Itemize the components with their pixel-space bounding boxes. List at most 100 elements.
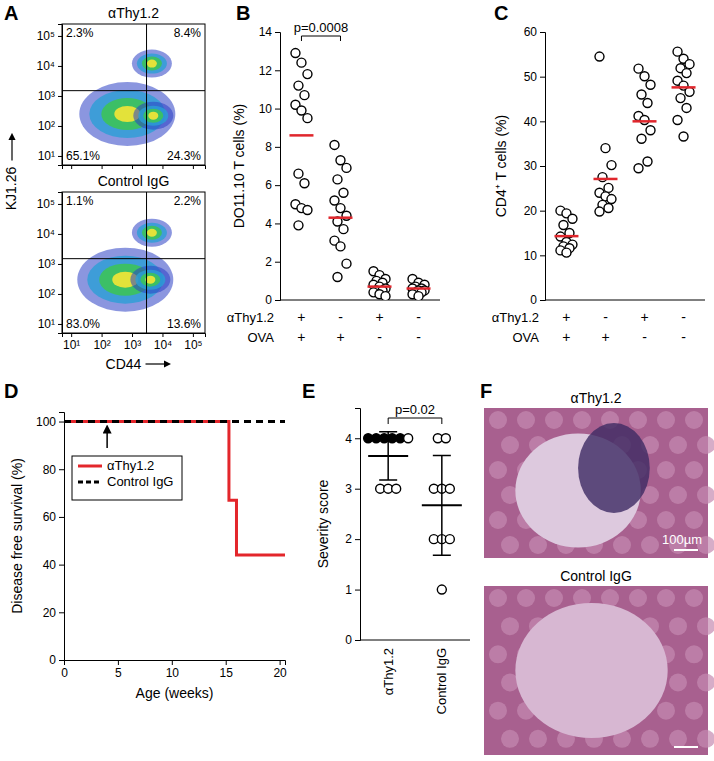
panel-label: E [302, 380, 315, 402]
tick-label: 20 [273, 666, 287, 680]
gate [146, 192, 147, 333]
tick: 60 [43, 510, 64, 524]
acinus [697, 436, 714, 454]
population-density [87, 256, 163, 304]
population-density [135, 270, 165, 290]
tick-mark [275, 262, 280, 263]
tick: 40 [524, 115, 545, 129]
tick-label: 10⁴ [154, 338, 173, 352]
infiltrate [578, 423, 650, 513]
tick: 0 [265, 293, 280, 307]
plot-title: αThy1.2 [108, 5, 159, 21]
tick-mark [540, 300, 545, 301]
x-axis: 05101520 [61, 660, 287, 680]
tick-label: 10 [524, 249, 538, 263]
point [333, 175, 342, 184]
image-title: Control IgG [560, 568, 632, 584]
panel-label: A [4, 2, 18, 24]
tick [71, 165, 72, 169]
tick-mark [59, 517, 64, 518]
tick [102, 165, 103, 169]
point [598, 173, 607, 182]
row-value: - [681, 309, 686, 325]
point [300, 179, 309, 188]
row-value: - [642, 329, 647, 345]
point [601, 144, 610, 153]
gate [146, 24, 147, 165]
tick-mark [59, 565, 64, 566]
acinus [685, 511, 703, 529]
tick: 2 [345, 532, 360, 546]
histology-image: 100µm [484, 408, 714, 558]
tick-label: 100 [36, 415, 56, 429]
row-value: + [297, 329, 305, 345]
tick-label: 20 [524, 204, 538, 218]
acinus [613, 536, 631, 554]
population-density [132, 50, 172, 78]
row-value: - [416, 309, 421, 325]
tick-mark [59, 612, 64, 613]
y-axis: 020406080100 [36, 413, 65, 668]
axis-line [65, 661, 286, 666]
survival-line [64, 420, 285, 423]
tick-label: 0 [61, 666, 68, 680]
acinus [669, 674, 687, 692]
legend-swatch [78, 465, 102, 468]
tick-mark [59, 422, 64, 423]
point [595, 52, 604, 61]
tick-mark [540, 255, 545, 256]
tick-label: 3 [345, 482, 352, 496]
point [604, 183, 613, 192]
legend-label: αThy1.2 [107, 458, 154, 473]
tick-label: 12 [259, 64, 273, 78]
population-density [77, 248, 173, 312]
acinus [517, 411, 535, 429]
tick-label: 10³ [38, 257, 55, 271]
category-label: Control IgG [434, 648, 449, 714]
axis-title: CD44 [106, 356, 142, 372]
scale-bar-label: 100µm [662, 532, 702, 547]
acinus [657, 511, 675, 529]
bracket [301, 36, 340, 41]
acinus [685, 589, 703, 607]
category-label: αThy1.2 [381, 648, 396, 695]
tick-mark [58, 234, 62, 235]
x-axis: 10¹10²10³10⁴10⁵ [63, 333, 206, 352]
population-density [132, 219, 172, 247]
acinus [657, 589, 675, 607]
point [404, 434, 413, 443]
tick: 10⁴ [154, 333, 173, 352]
scale-bar [674, 549, 698, 551]
tick-label: 10 [166, 666, 180, 680]
point [339, 188, 348, 197]
tick-mark [58, 96, 62, 97]
tick [193, 165, 194, 169]
acinus [697, 730, 714, 748]
tick-mark [59, 660, 64, 661]
tick-mark [58, 66, 62, 67]
y-axis: 10¹10²10³10⁴10⁵ [36, 193, 62, 334]
tick: 0 [345, 633, 360, 647]
point [646, 80, 655, 89]
point [333, 273, 342, 282]
tick-label: 10³ [124, 338, 141, 352]
tick: 60 [524, 25, 545, 39]
tick-mark [162, 333, 163, 337]
tick-label: 10⁵ [37, 197, 55, 211]
acinus [697, 486, 714, 504]
plot-title: Control IgG [98, 173, 170, 189]
point [336, 204, 345, 213]
acinus [669, 617, 687, 635]
treatment-arrow [106, 429, 108, 448]
point [392, 484, 401, 493]
mean-line [554, 235, 578, 238]
tick-mark [58, 324, 62, 325]
tick-mark [58, 156, 62, 157]
axis-line [58, 25, 63, 166]
tick-label: 10¹ [63, 338, 80, 352]
tick: 10⁴ [36, 227, 62, 241]
mean-line [328, 216, 352, 219]
point [643, 99, 652, 108]
tick-mark [355, 590, 360, 591]
tick [162, 165, 163, 169]
